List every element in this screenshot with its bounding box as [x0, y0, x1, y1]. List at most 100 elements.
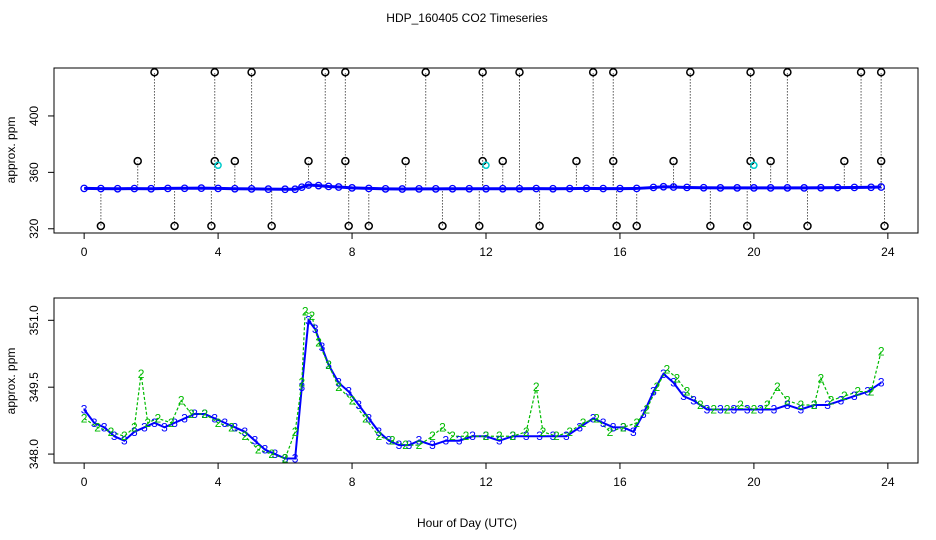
spike-point [321, 67, 330, 77]
series-3-marker: 3 [312, 322, 319, 336]
spike-point [856, 67, 866, 77]
spike-point [341, 67, 350, 77]
series-3-marker: 3 [563, 429, 570, 443]
highlight-point [750, 161, 758, 170]
series-3-marker: 3 [523, 429, 530, 443]
series-2-marker: 2 [774, 380, 781, 394]
top-x-tick-label: 16 [613, 245, 627, 259]
series-3-marker: 3 [111, 429, 118, 443]
series-3-marker: 3 [680, 389, 687, 403]
top-y-axis-label: approx. ppm [4, 117, 18, 184]
series-3-marker: 3 [161, 420, 168, 434]
baseline-point [247, 185, 256, 193]
series-2-marker: 2 [854, 385, 861, 399]
series-2-marker: 2 [496, 429, 503, 443]
spike-point [438, 221, 447, 231]
series-2-marker: 2 [751, 402, 758, 416]
baseline-point [297, 183, 306, 192]
series-3-marker: 3 [345, 385, 352, 399]
series-2-marker: 2 [674, 371, 681, 385]
baseline-point [669, 183, 678, 191]
baseline-point [515, 184, 524, 193]
baseline-point [324, 182, 333, 191]
series-3-marker: 3 [151, 416, 158, 430]
baseline-line [84, 183, 882, 191]
baseline-point [833, 183, 842, 192]
series-2-marker: 2 [593, 411, 600, 425]
baseline-point [164, 184, 172, 193]
spike-point [344, 221, 353, 231]
baseline-point [750, 184, 758, 192]
baseline-point [130, 184, 139, 193]
top-x-tick-label: 4 [215, 245, 222, 259]
baseline-point [398, 185, 407, 193]
top-x-tick-label: 8 [349, 245, 356, 259]
baseline-point [448, 184, 457, 193]
top-y-tick-label: 360 [27, 162, 41, 182]
series-2-marker: 2 [828, 394, 835, 408]
spike-point [267, 221, 276, 231]
series-2-marker: 2 [215, 416, 222, 430]
series-2-marker: 2 [653, 380, 660, 394]
series-2-marker: 2 [349, 394, 356, 408]
top-spike-series [96, 67, 889, 231]
series-3-marker: 3 [429, 438, 436, 452]
top-x-tick-label: 0 [81, 245, 88, 259]
baseline-point [659, 182, 668, 191]
baseline-point [364, 184, 373, 193]
series-3-marker: 3 [630, 425, 637, 439]
baseline-point [147, 184, 155, 193]
series-3-marker: 3 [101, 420, 108, 434]
series-2-marker: 2 [439, 420, 446, 434]
bottom-x-tick-label: 4 [215, 475, 222, 489]
series-3-marker: 3 [81, 402, 88, 416]
spike-point [230, 156, 240, 166]
series-2-marker: 2 [724, 402, 731, 416]
series-3-marker: 3 [131, 425, 138, 439]
bottom-y-tick-label: 351.0 [27, 305, 41, 335]
spike-point [247, 67, 256, 77]
series-3-marker: 3 [469, 429, 476, 443]
spike-point [150, 67, 159, 77]
baseline-point [699, 183, 708, 192]
spike-point [742, 221, 752, 231]
bottom-x-tick-label: 24 [881, 475, 895, 489]
spike-point [210, 67, 219, 77]
bottom-x-tick-label: 0 [81, 475, 88, 489]
series-3-marker: 3 [640, 407, 647, 421]
series-3-marker: 3 [282, 452, 289, 466]
spike-point [498, 156, 507, 166]
baseline-point [800, 184, 808, 192]
series-3-marker: 3 [406, 438, 413, 452]
series-2-marker: 2 [228, 420, 235, 434]
series-3-marker: 3 [442, 434, 449, 448]
baseline-point [817, 183, 825, 192]
series-3-marker: 3 [811, 398, 818, 412]
spike-point [766, 156, 775, 166]
baseline-point [80, 184, 88, 193]
series-3-marker: 3 [386, 434, 393, 448]
baseline-point [649, 183, 658, 192]
series-3-marker: 3 [201, 407, 208, 421]
series-3-marker: 3 [298, 380, 305, 394]
spike-point [535, 221, 544, 231]
series-2-marker: 2 [375, 429, 382, 443]
baseline-point [334, 183, 343, 191]
bottom-x-tick-label: 16 [613, 475, 627, 489]
series-3-marker: 3 [690, 394, 697, 408]
series-3-marker: 3 [242, 425, 249, 439]
baseline-point [465, 184, 474, 193]
panel-top-scatter: 0 4 8 12 16 20 24 320 360 400 approx. ppm [4, 67, 919, 259]
bottom-x-tick-label: 20 [747, 475, 761, 489]
series-2-marker: 2 [302, 304, 309, 318]
series-2-marker: 2 [138, 367, 145, 381]
spike-point [341, 156, 350, 166]
series-2-marker: 2 [282, 452, 289, 466]
series-3-marker: 3 [456, 434, 463, 448]
series-3-marker: 3 [600, 416, 607, 430]
series-3-marker: 3 [365, 411, 372, 425]
spike-point [304, 156, 313, 166]
series-3-marker: 3 [610, 420, 617, 434]
chart-title: HDP_160405 CO2 Timeseries [386, 11, 547, 25]
